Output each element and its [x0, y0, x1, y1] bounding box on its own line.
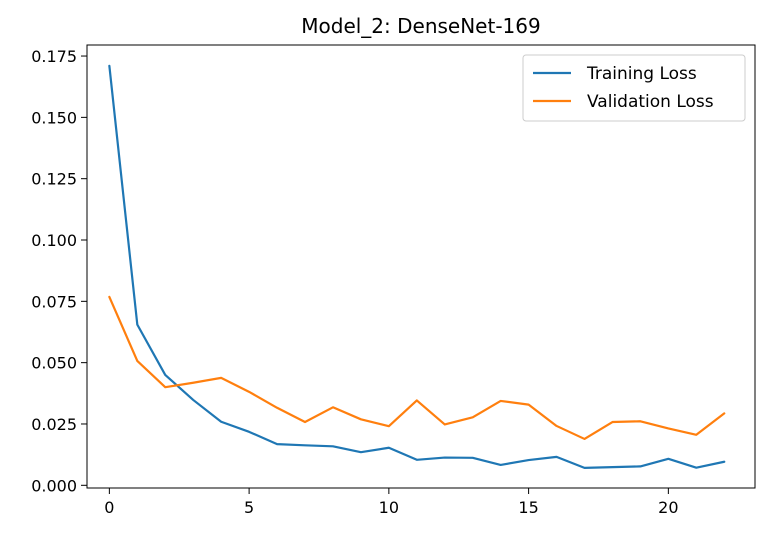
y-tick-label: 0.050 — [31, 354, 77, 373]
x-tick-label: 20 — [658, 498, 678, 517]
x-tick-label: 15 — [518, 498, 538, 517]
legend-label-training-loss: Training Loss — [586, 64, 697, 84]
series-line-training-loss — [108, 64, 726, 469]
y-tick-label: 0.075 — [31, 292, 77, 311]
y-tick-label: 0.100 — [31, 231, 77, 250]
legend-label-validation-loss: Validation Loss — [587, 92, 714, 112]
legend-box — [522, 54, 746, 122]
legend: Training Loss Validation Loss — [522, 54, 746, 122]
y-axis: 0.000 0.025 0.050 0.075 0.100 0.125 0.150 0.175 — [31, 47, 87, 495]
chart-title: Model_2: DenseNet-169 — [301, 14, 540, 38]
x-axis: 0 5 10 15 20 — [104, 488, 679, 517]
y-tick-label: 0.175 — [31, 47, 77, 66]
x-tick-label: 0 — [104, 498, 114, 517]
y-tick-label: 0.000 — [31, 476, 77, 495]
y-tick-label: 0.150 — [31, 108, 77, 127]
y-tick-label: 0.125 — [31, 170, 77, 189]
x-tick-label: 5 — [244, 498, 254, 517]
x-tick-label: 10 — [379, 498, 399, 517]
series-line-validation-loss — [108, 295, 726, 441]
y-tick-label: 0.025 — [31, 415, 77, 434]
series-group — [108, 64, 726, 469]
